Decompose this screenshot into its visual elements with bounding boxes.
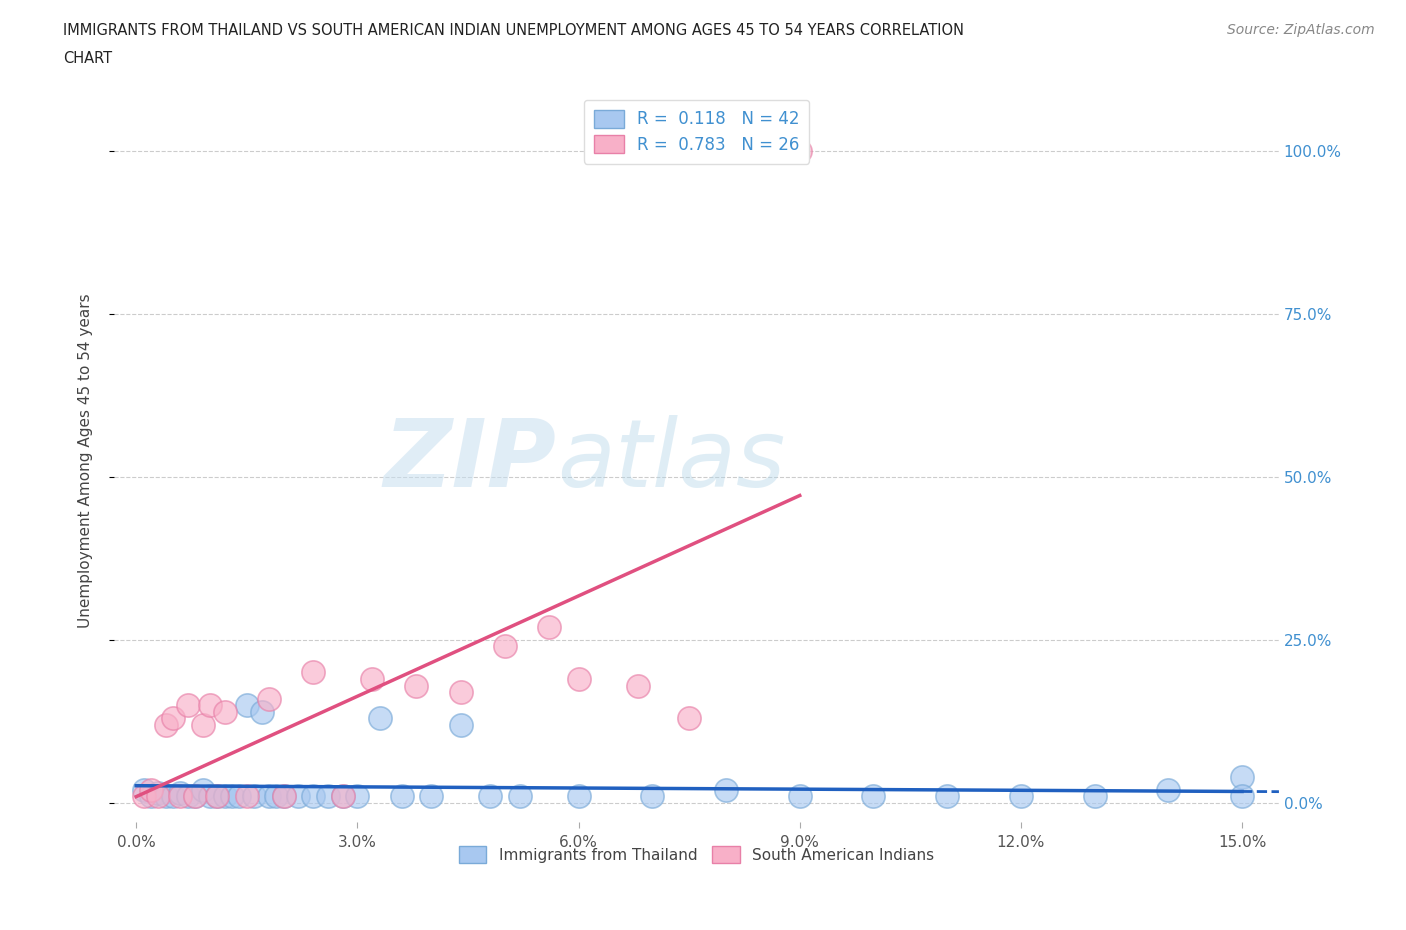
Point	[678, 711, 700, 725]
Point	[139, 782, 162, 797]
Point	[169, 786, 191, 801]
Point	[191, 782, 214, 797]
Point	[479, 789, 502, 804]
Point	[148, 786, 170, 801]
Point	[139, 789, 162, 804]
Point	[155, 717, 177, 732]
Point	[266, 789, 288, 804]
Text: CHART: CHART	[63, 51, 112, 66]
Point	[509, 789, 531, 804]
Point	[714, 782, 737, 797]
Point	[162, 711, 184, 725]
Point	[177, 698, 200, 712]
Point	[641, 789, 664, 804]
Point	[789, 143, 811, 158]
Text: atlas: atlas	[557, 415, 785, 506]
Legend: Immigrants from Thailand, South American Indians: Immigrants from Thailand, South American…	[453, 840, 941, 869]
Point	[132, 789, 155, 804]
Point	[789, 789, 811, 804]
Point	[162, 789, 184, 804]
Point	[1084, 789, 1107, 804]
Point	[1230, 789, 1253, 804]
Point	[405, 678, 427, 693]
Y-axis label: Unemployment Among Ages 45 to 54 years: Unemployment Among Ages 45 to 54 years	[79, 293, 93, 628]
Point	[538, 619, 561, 634]
Point	[214, 789, 236, 804]
Point	[273, 789, 295, 804]
Point	[450, 717, 472, 732]
Point	[494, 639, 516, 654]
Point	[361, 671, 384, 686]
Point	[198, 789, 221, 804]
Point	[132, 782, 155, 797]
Point	[567, 671, 589, 686]
Point	[450, 684, 472, 699]
Point	[567, 789, 589, 804]
Point	[1230, 769, 1253, 784]
Point	[287, 789, 309, 804]
Point	[302, 789, 325, 804]
Point	[198, 698, 221, 712]
Text: ZIP: ZIP	[384, 415, 557, 507]
Point	[1157, 782, 1180, 797]
Point	[214, 704, 236, 719]
Point	[169, 789, 191, 804]
Point	[391, 789, 413, 804]
Point	[236, 698, 259, 712]
Text: IMMIGRANTS FROM THAILAND VS SOUTH AMERICAN INDIAN UNEMPLOYMENT AMONG AGES 45 TO : IMMIGRANTS FROM THAILAND VS SOUTH AMERIC…	[63, 23, 965, 38]
Point	[1010, 789, 1032, 804]
Point	[302, 665, 325, 680]
Point	[243, 789, 266, 804]
Point	[420, 789, 443, 804]
Point	[184, 789, 207, 804]
Point	[368, 711, 391, 725]
Point	[236, 789, 259, 804]
Point	[250, 704, 273, 719]
Point	[346, 789, 368, 804]
Point	[257, 691, 280, 706]
Point	[184, 789, 207, 804]
Point	[273, 789, 295, 804]
Point	[221, 789, 243, 804]
Point	[316, 789, 339, 804]
Point	[207, 789, 229, 804]
Point	[332, 789, 354, 804]
Point	[148, 789, 170, 804]
Point	[191, 717, 214, 732]
Point	[155, 789, 177, 804]
Point	[257, 789, 280, 804]
Point	[936, 789, 959, 804]
Text: Source: ZipAtlas.com: Source: ZipAtlas.com	[1227, 23, 1375, 37]
Point	[862, 789, 884, 804]
Point	[228, 789, 250, 804]
Point	[177, 789, 200, 804]
Point	[207, 789, 229, 804]
Point	[626, 678, 648, 693]
Point	[332, 789, 354, 804]
